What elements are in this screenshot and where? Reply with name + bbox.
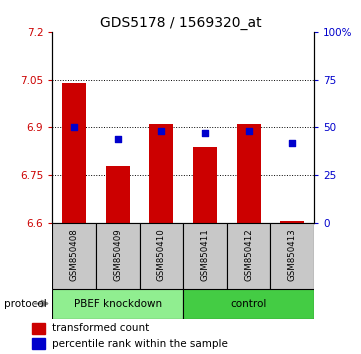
Bar <box>193 147 217 223</box>
Text: GSM850409: GSM850409 <box>113 228 122 281</box>
Text: control: control <box>230 298 267 309</box>
Bar <box>270 223 314 289</box>
Bar <box>32 338 45 349</box>
Text: PBEF knockdown: PBEF knockdown <box>74 298 162 309</box>
Text: GSM850412: GSM850412 <box>244 228 253 281</box>
Bar <box>140 223 183 289</box>
Text: GSM850408: GSM850408 <box>70 228 79 281</box>
Text: GSM850410: GSM850410 <box>157 228 166 281</box>
Text: percentile rank within the sample: percentile rank within the sample <box>52 339 228 349</box>
Bar <box>237 124 261 223</box>
Bar <box>280 221 304 223</box>
Bar <box>32 322 45 334</box>
Bar <box>62 83 86 223</box>
Text: GDS5178 / 1569320_at: GDS5178 / 1569320_at <box>100 16 261 30</box>
Bar <box>149 124 173 223</box>
Bar <box>52 223 96 289</box>
Text: GSM850411: GSM850411 <box>200 228 209 281</box>
Point <box>71 125 77 130</box>
Text: protocol: protocol <box>4 298 46 309</box>
Point <box>158 129 164 134</box>
Point <box>115 136 121 142</box>
Bar <box>183 289 314 319</box>
Point <box>290 140 295 145</box>
Text: GSM850413: GSM850413 <box>288 228 297 281</box>
Point <box>246 129 252 134</box>
Point <box>202 130 208 136</box>
Bar <box>106 166 130 223</box>
Text: transformed count: transformed count <box>52 323 149 333</box>
Bar <box>227 223 270 289</box>
Bar <box>183 223 227 289</box>
Bar <box>96 223 140 289</box>
Bar <box>52 289 183 319</box>
